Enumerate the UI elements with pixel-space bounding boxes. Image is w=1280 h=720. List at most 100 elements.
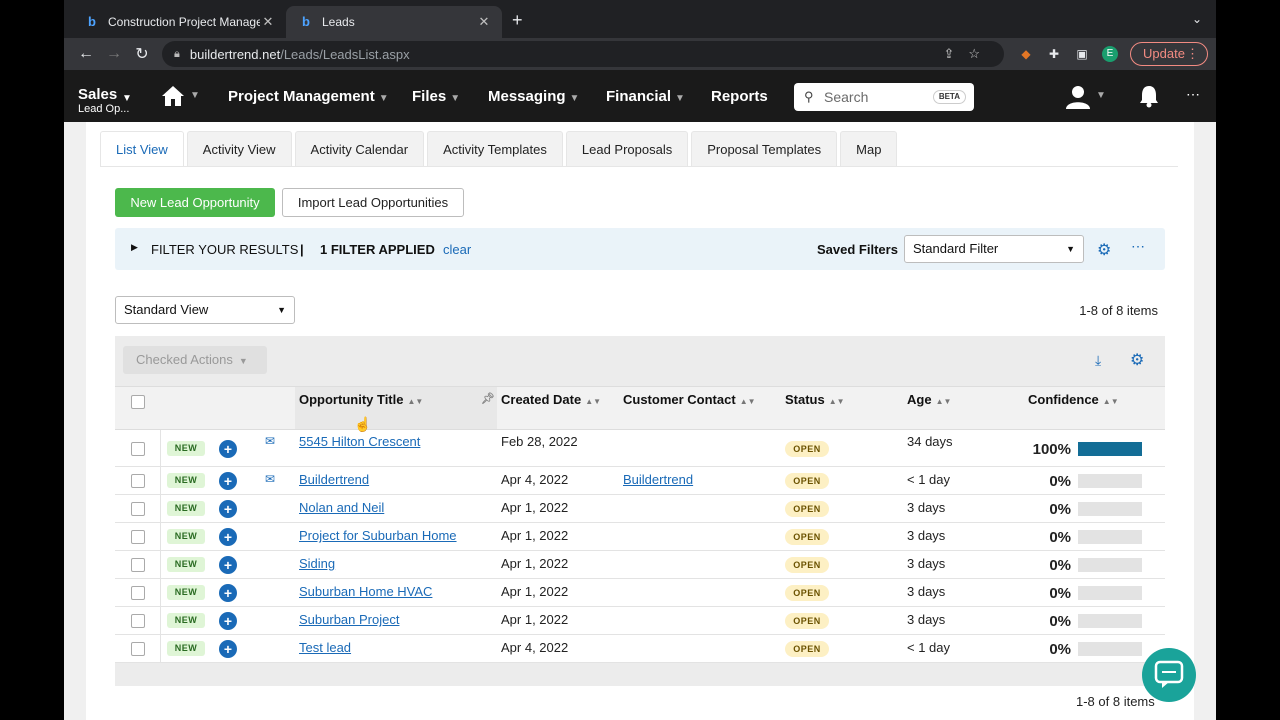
new-badge: NEW xyxy=(167,473,205,488)
row-checkbox[interactable] xyxy=(131,586,145,600)
col-status[interactable]: Status ▲▼ xyxy=(785,392,845,407)
opportunity-title-link[interactable]: Project for Suburban Home xyxy=(299,528,457,543)
browser-tab-active[interactable]: b Leads ✕ xyxy=(286,6,502,38)
tab-lead-proposals[interactable]: Lead Proposals xyxy=(565,131,689,167)
col-confidence[interactable]: Confidence ▲▼ xyxy=(1028,392,1119,407)
filter-more-icon[interactable]: ⋯ xyxy=(1131,238,1145,254)
email-icon[interactable]: ✉ xyxy=(265,434,276,448)
new-tab-icon[interactable]: + xyxy=(512,10,523,30)
grid-settings-gear-icon[interactable]: ⚙ xyxy=(1130,352,1145,369)
filter-settings-gear-icon[interactable]: ⚙ xyxy=(1097,242,1112,259)
opportunity-title-link[interactable]: Suburban Project xyxy=(299,612,400,627)
address-bar[interactable]: 🔒︎ buildertrend.net/Leads/LeadsList.aspx… xyxy=(162,41,1004,67)
col-age[interactable]: Age ▲▼ xyxy=(907,392,951,407)
row-checkbox[interactable] xyxy=(131,502,145,516)
saved-filter-select[interactable]: Standard Filter ▼ xyxy=(904,235,1084,263)
browser-tab-title: Leads xyxy=(322,15,355,29)
home-icon[interactable] xyxy=(160,84,186,108)
table-row[interactable]: NEW + Suburban Home HVAC Apr 1, 2022 OPEN 3 d… xyxy=(115,579,1165,607)
nav-reports[interactable]: Reports xyxy=(711,88,768,105)
table-row[interactable]: NEW + ✉ Buildertrend Apr 4, 2022 Buildertrend… xyxy=(115,467,1165,495)
age-value: 3 days xyxy=(907,556,946,571)
col-label: Customer Contact xyxy=(623,392,736,407)
col-opportunity-title[interactable]: Opportunity Title ▲▼ xyxy=(299,392,423,407)
new-lead-opportunity-button[interactable]: New Lead Opportunity xyxy=(115,188,275,217)
bell-icon[interactable] xyxy=(1138,84,1160,108)
nav-files[interactable]: Files ▼ xyxy=(412,88,460,105)
share-star-icons[interactable]: ⇪☆ xyxy=(943,46,994,61)
close-tab-icon[interactable]: ✕ xyxy=(262,14,274,29)
metamask-fox-icon[interactable]: ◆ xyxy=(1021,47,1031,61)
table-row[interactable]: NEW + Suburban Project Apr 1, 2022 OPEN 3 day… xyxy=(115,607,1165,635)
add-activity-plus-icon[interactable]: + xyxy=(219,440,237,458)
tab-activity-templates[interactable]: Activity Templates xyxy=(427,131,563,167)
clear-filters-link[interactable]: clear xyxy=(443,242,472,257)
download-icon[interactable]: ⤓ xyxy=(1095,352,1102,368)
nav-messaging[interactable]: Messaging ▼ xyxy=(488,88,579,105)
sales-menu[interactable]: Sales Lead Op... ▼ xyxy=(78,87,132,116)
tab-proposal-templates[interactable]: Proposal Templates xyxy=(691,131,838,167)
opportunity-title-link[interactable]: Buildertrend xyxy=(299,472,370,487)
col-created-date[interactable]: Created Date ▲▼ xyxy=(501,392,601,407)
more-menu-icon[interactable]: ⋯ xyxy=(1186,86,1200,102)
browser-tab-inactive[interactable]: b Construction Project Managem ✕ xyxy=(72,6,286,38)
table-row[interactable]: NEW + Nolan and Neil Apr 1, 2022 OPEN 3 days 0… xyxy=(115,495,1165,523)
saved-filter-value: Standard Filter xyxy=(913,241,999,256)
opportunity-title-link[interactable]: Suburban Home HVAC xyxy=(299,584,433,599)
add-activity-plus-icon[interactable]: + xyxy=(219,500,237,518)
tab-activity-calendar[interactable]: Activity Calendar xyxy=(294,131,425,167)
filter-toggle[interactable]: FILTER YOUR RESULTS xyxy=(151,242,299,257)
tab-activity-view[interactable]: Activity View xyxy=(186,131,292,167)
extensions-puzzle-icon[interactable]: ✚ xyxy=(1048,47,1060,61)
opportunity-title-link[interactable]: Siding xyxy=(299,556,336,571)
confidence-bar-fill xyxy=(1078,442,1142,456)
tab-search-chevron-icon[interactable]: ⌄ xyxy=(1191,12,1202,26)
back-arrow-icon[interactable]: ← xyxy=(78,45,94,62)
customer-contact-link[interactable]: Buildertrend xyxy=(623,472,694,487)
sort-icon: ▲▼ xyxy=(1102,397,1119,406)
close-tab-icon[interactable]: ✕ xyxy=(478,14,490,29)
nav-project-management[interactable]: Project Management ▼ xyxy=(228,88,389,105)
row-checkbox[interactable] xyxy=(131,442,145,456)
chat-button[interactable] xyxy=(1142,648,1196,702)
pin-icon[interactable]: 📌︎ xyxy=(481,393,495,405)
global-search-input[interactable]: ⚲ Search BETA xyxy=(794,83,974,111)
chevron-down-icon[interactable]: ▼ xyxy=(190,90,200,101)
import-lead-opportunities-button[interactable]: Import Lead Opportunities xyxy=(282,188,464,217)
update-button[interactable]: Update ⋮ xyxy=(1130,42,1208,66)
table-row[interactable]: NEW + Test lead Apr 4, 2022 OPEN < 1 day 0% xyxy=(115,635,1165,663)
view-select[interactable]: Standard View ▼ xyxy=(115,296,295,324)
chevron-down-icon[interactable]: ▼ xyxy=(1096,90,1106,101)
add-activity-plus-icon[interactable]: + xyxy=(219,528,237,546)
checked-actions-button[interactable]: Checked Actions ▼ xyxy=(123,346,267,374)
profile-avatar[interactable]: E xyxy=(1102,46,1118,62)
table-row[interactable]: NEW + ✉ 5545 Hilton Crescent Feb 28, 2022 OPE… xyxy=(115,430,1165,467)
add-activity-plus-icon[interactable]: + xyxy=(219,584,237,602)
opportunity-title-link[interactable]: Nolan and Neil xyxy=(299,500,385,515)
tab-list-view[interactable]: List View xyxy=(100,131,184,167)
row-checkbox[interactable] xyxy=(131,558,145,572)
select-all-checkbox[interactable] xyxy=(131,395,145,409)
add-activity-plus-icon[interactable]: + xyxy=(219,556,237,574)
row-checkbox[interactable] xyxy=(131,614,145,628)
row-checkbox[interactable] xyxy=(131,474,145,488)
opportunity-title-link[interactable]: 5545 Hilton Crescent xyxy=(299,434,421,449)
forward-arrow-icon[interactable]: → xyxy=(106,45,122,62)
expand-caret-icon[interactable]: ▶ xyxy=(131,242,138,252)
email-icon[interactable]: ✉ xyxy=(265,472,276,486)
user-icon[interactable] xyxy=(1064,84,1092,110)
reload-icon[interactable]: ↻ xyxy=(135,46,149,63)
tab-map[interactable]: Map xyxy=(840,131,898,167)
nav-financial[interactable]: Financial ▼ xyxy=(606,88,685,105)
row-checkbox[interactable] xyxy=(131,530,145,544)
side-panel-icon[interactable]: ▣ xyxy=(1076,47,1088,61)
table-row[interactable]: NEW + Siding Apr 1, 2022 OPEN 3 days 0% xyxy=(115,551,1165,579)
table-row[interactable]: NEW + Project for Suburban Home Apr 1, 2022… xyxy=(115,523,1165,551)
col-customer-contact[interactable]: Customer Contact ▲▼ xyxy=(623,392,756,407)
add-activity-plus-icon[interactable]: + xyxy=(219,612,237,630)
kebab-menu-icon[interactable]: ⋮ xyxy=(1186,46,1199,61)
add-activity-plus-icon[interactable]: + xyxy=(219,640,237,658)
add-activity-plus-icon[interactable]: + xyxy=(219,472,237,490)
opportunity-title-link[interactable]: Test lead xyxy=(299,640,352,655)
row-checkbox[interactable] xyxy=(131,642,145,656)
